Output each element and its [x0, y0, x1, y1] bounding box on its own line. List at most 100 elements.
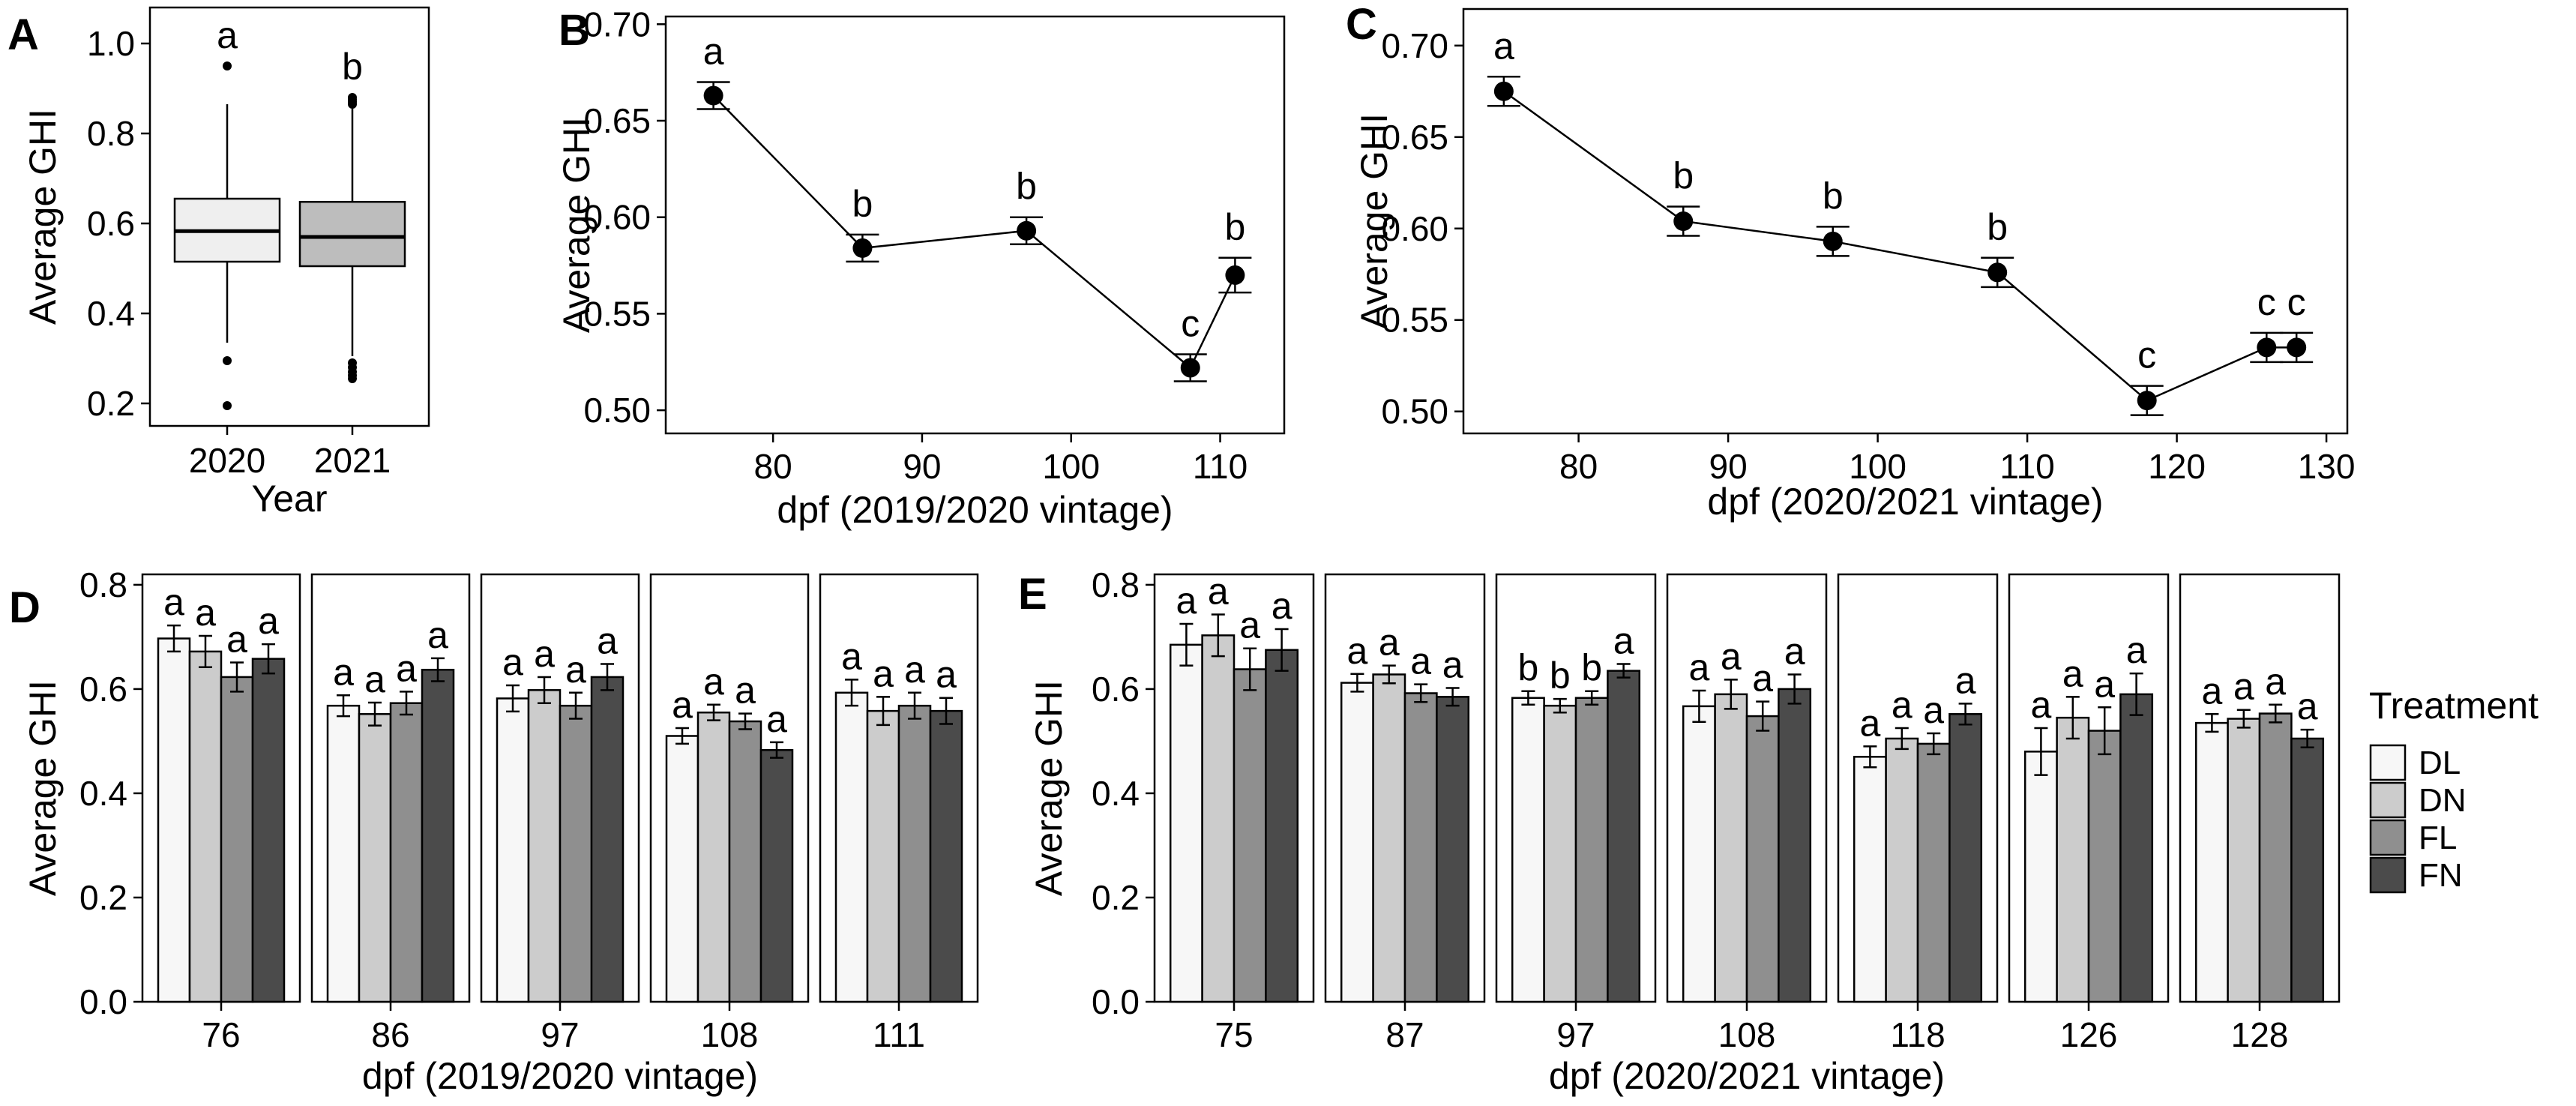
x-tick-label: 80	[1559, 447, 1598, 486]
significance-letter: a	[163, 581, 184, 623]
data-point	[703, 85, 723, 106]
bar-dn	[1543, 704, 1577, 1003]
x-tick-label: 90	[903, 447, 941, 486]
y-axis-title: Average GHI	[556, 117, 598, 333]
significance-letter: c	[2137, 334, 2156, 376]
y-tick-label: 0.50	[1381, 392, 1448, 431]
significance-letter: a	[534, 633, 555, 675]
bar-fn	[590, 676, 625, 1003]
legend-label-dl: DL	[2419, 745, 2461, 781]
x-axis-title: Year	[251, 478, 327, 520]
bar-dl	[1169, 643, 1203, 1003]
x-tick-label: 120	[2148, 447, 2206, 486]
box-iqr	[298, 200, 406, 268]
significance-letter: a	[672, 684, 693, 726]
y-axis-title: Average GHI	[1028, 680, 1070, 896]
data-point	[1987, 262, 2008, 283]
significance-letter: a	[1410, 640, 1431, 682]
bar-fl	[1403, 692, 1438, 1003]
bar-fn	[1265, 649, 1299, 1003]
x-tick-label: 76	[202, 1015, 240, 1054]
bar-dn	[188, 650, 223, 1003]
bar-fl	[389, 702, 424, 1003]
significance-letter: c	[2257, 281, 2276, 323]
legend-swatch-dl	[2369, 744, 2407, 781]
y-tick-label: 0.70	[583, 4, 651, 43]
y-tick-label: 0.8	[1092, 565, 1140, 604]
significance-letter: a	[2030, 684, 2051, 726]
significance-letter: a	[2233, 666, 2254, 708]
bar-dl	[1853, 756, 1887, 1003]
y-tick-label: 0.65	[1381, 118, 1448, 157]
bar-fl	[559, 704, 593, 1003]
significance-letter: a	[258, 600, 279, 642]
x-axis-title: dpf (2020/2021 vintage)	[1549, 1055, 1945, 1097]
x-tick-label: 118	[1890, 1015, 1945, 1054]
y-tick-label: 0.4	[79, 774, 127, 813]
y-tick-label: 0.2	[87, 384, 135, 423]
significance-letter: a	[2201, 670, 2222, 712]
bar-dn	[1201, 634, 1236, 1003]
bar-fl	[897, 704, 932, 1003]
significance-letter: a	[735, 670, 756, 712]
significance-letter: b	[1581, 647, 1602, 689]
bar-dl	[1511, 697, 1545, 1003]
bar-fn	[2290, 737, 2325, 1003]
bar-fn	[1778, 688, 1812, 1003]
x-tick-label: 100	[1042, 447, 1100, 486]
legend-swatch-fl	[2369, 819, 2407, 856]
x-tick-label: 97	[541, 1015, 579, 1054]
significance-letter: a	[1892, 684, 1913, 726]
x-tick-label: 97	[1556, 1015, 1595, 1054]
bar-fl	[1916, 742, 1951, 1003]
panel-label-e: E	[1018, 570, 1047, 619]
significance-letter: a	[2094, 663, 2115, 705]
x-tick-label: 2020	[189, 441, 265, 480]
y-axis-title: Average GHI	[22, 109, 64, 325]
bar-fl	[2087, 730, 2122, 1003]
y-tick-label: 0.6	[1092, 670, 1140, 709]
x-tick-label: 75	[1215, 1015, 1253, 1054]
bar-dl	[665, 735, 699, 1003]
series-line	[712, 94, 1236, 370]
significance-letter: a	[766, 698, 787, 740]
x-tick-label: 2021	[314, 441, 391, 480]
significance-letter: a	[195, 592, 216, 634]
y-tick-label: 0.60	[583, 198, 651, 237]
y-tick-label: 0.2	[79, 878, 127, 917]
x-tick-label: 128	[2231, 1015, 2289, 1054]
significance-letter: b	[1224, 206, 1245, 248]
significance-letter: c	[2287, 281, 2306, 323]
bar-fl	[2258, 712, 2293, 1003]
significance-letter: a	[597, 620, 618, 662]
significance-letter: a	[2265, 661, 2286, 703]
significance-letter: a	[873, 652, 894, 694]
significance-letter: a	[2297, 685, 2318, 727]
significance-letter: a	[1688, 646, 1709, 688]
x-tick-label: 110	[1999, 447, 2054, 486]
x-tick-label: 100	[1849, 447, 1907, 486]
significance-letter: a	[1859, 702, 1880, 744]
significance-letter: a	[1176, 580, 1197, 622]
bar-fl	[728, 720, 762, 1003]
bar-fn	[251, 658, 286, 1003]
significance-letter: a	[703, 31, 724, 73]
bar-dl	[1340, 682, 1374, 1003]
significance-letter: b	[342, 46, 363, 88]
legend-label-fn: FN	[2419, 857, 2463, 894]
bar-fn	[2119, 693, 2154, 1003]
significance-letter: a	[1613, 620, 1634, 662]
significance-letter: a	[904, 649, 925, 691]
y-tick-label: 0.4	[1092, 774, 1140, 813]
y-tick-label: 0.55	[1381, 301, 1448, 340]
significance-letter: a	[1346, 630, 1367, 672]
bar-fl	[1233, 668, 1267, 1003]
x-tick-label: 87	[1385, 1015, 1424, 1054]
bar-dl	[1682, 705, 1716, 1003]
significance-letter: a	[427, 614, 448, 656]
significance-letter: a	[502, 641, 523, 683]
box-outlier	[223, 356, 232, 365]
